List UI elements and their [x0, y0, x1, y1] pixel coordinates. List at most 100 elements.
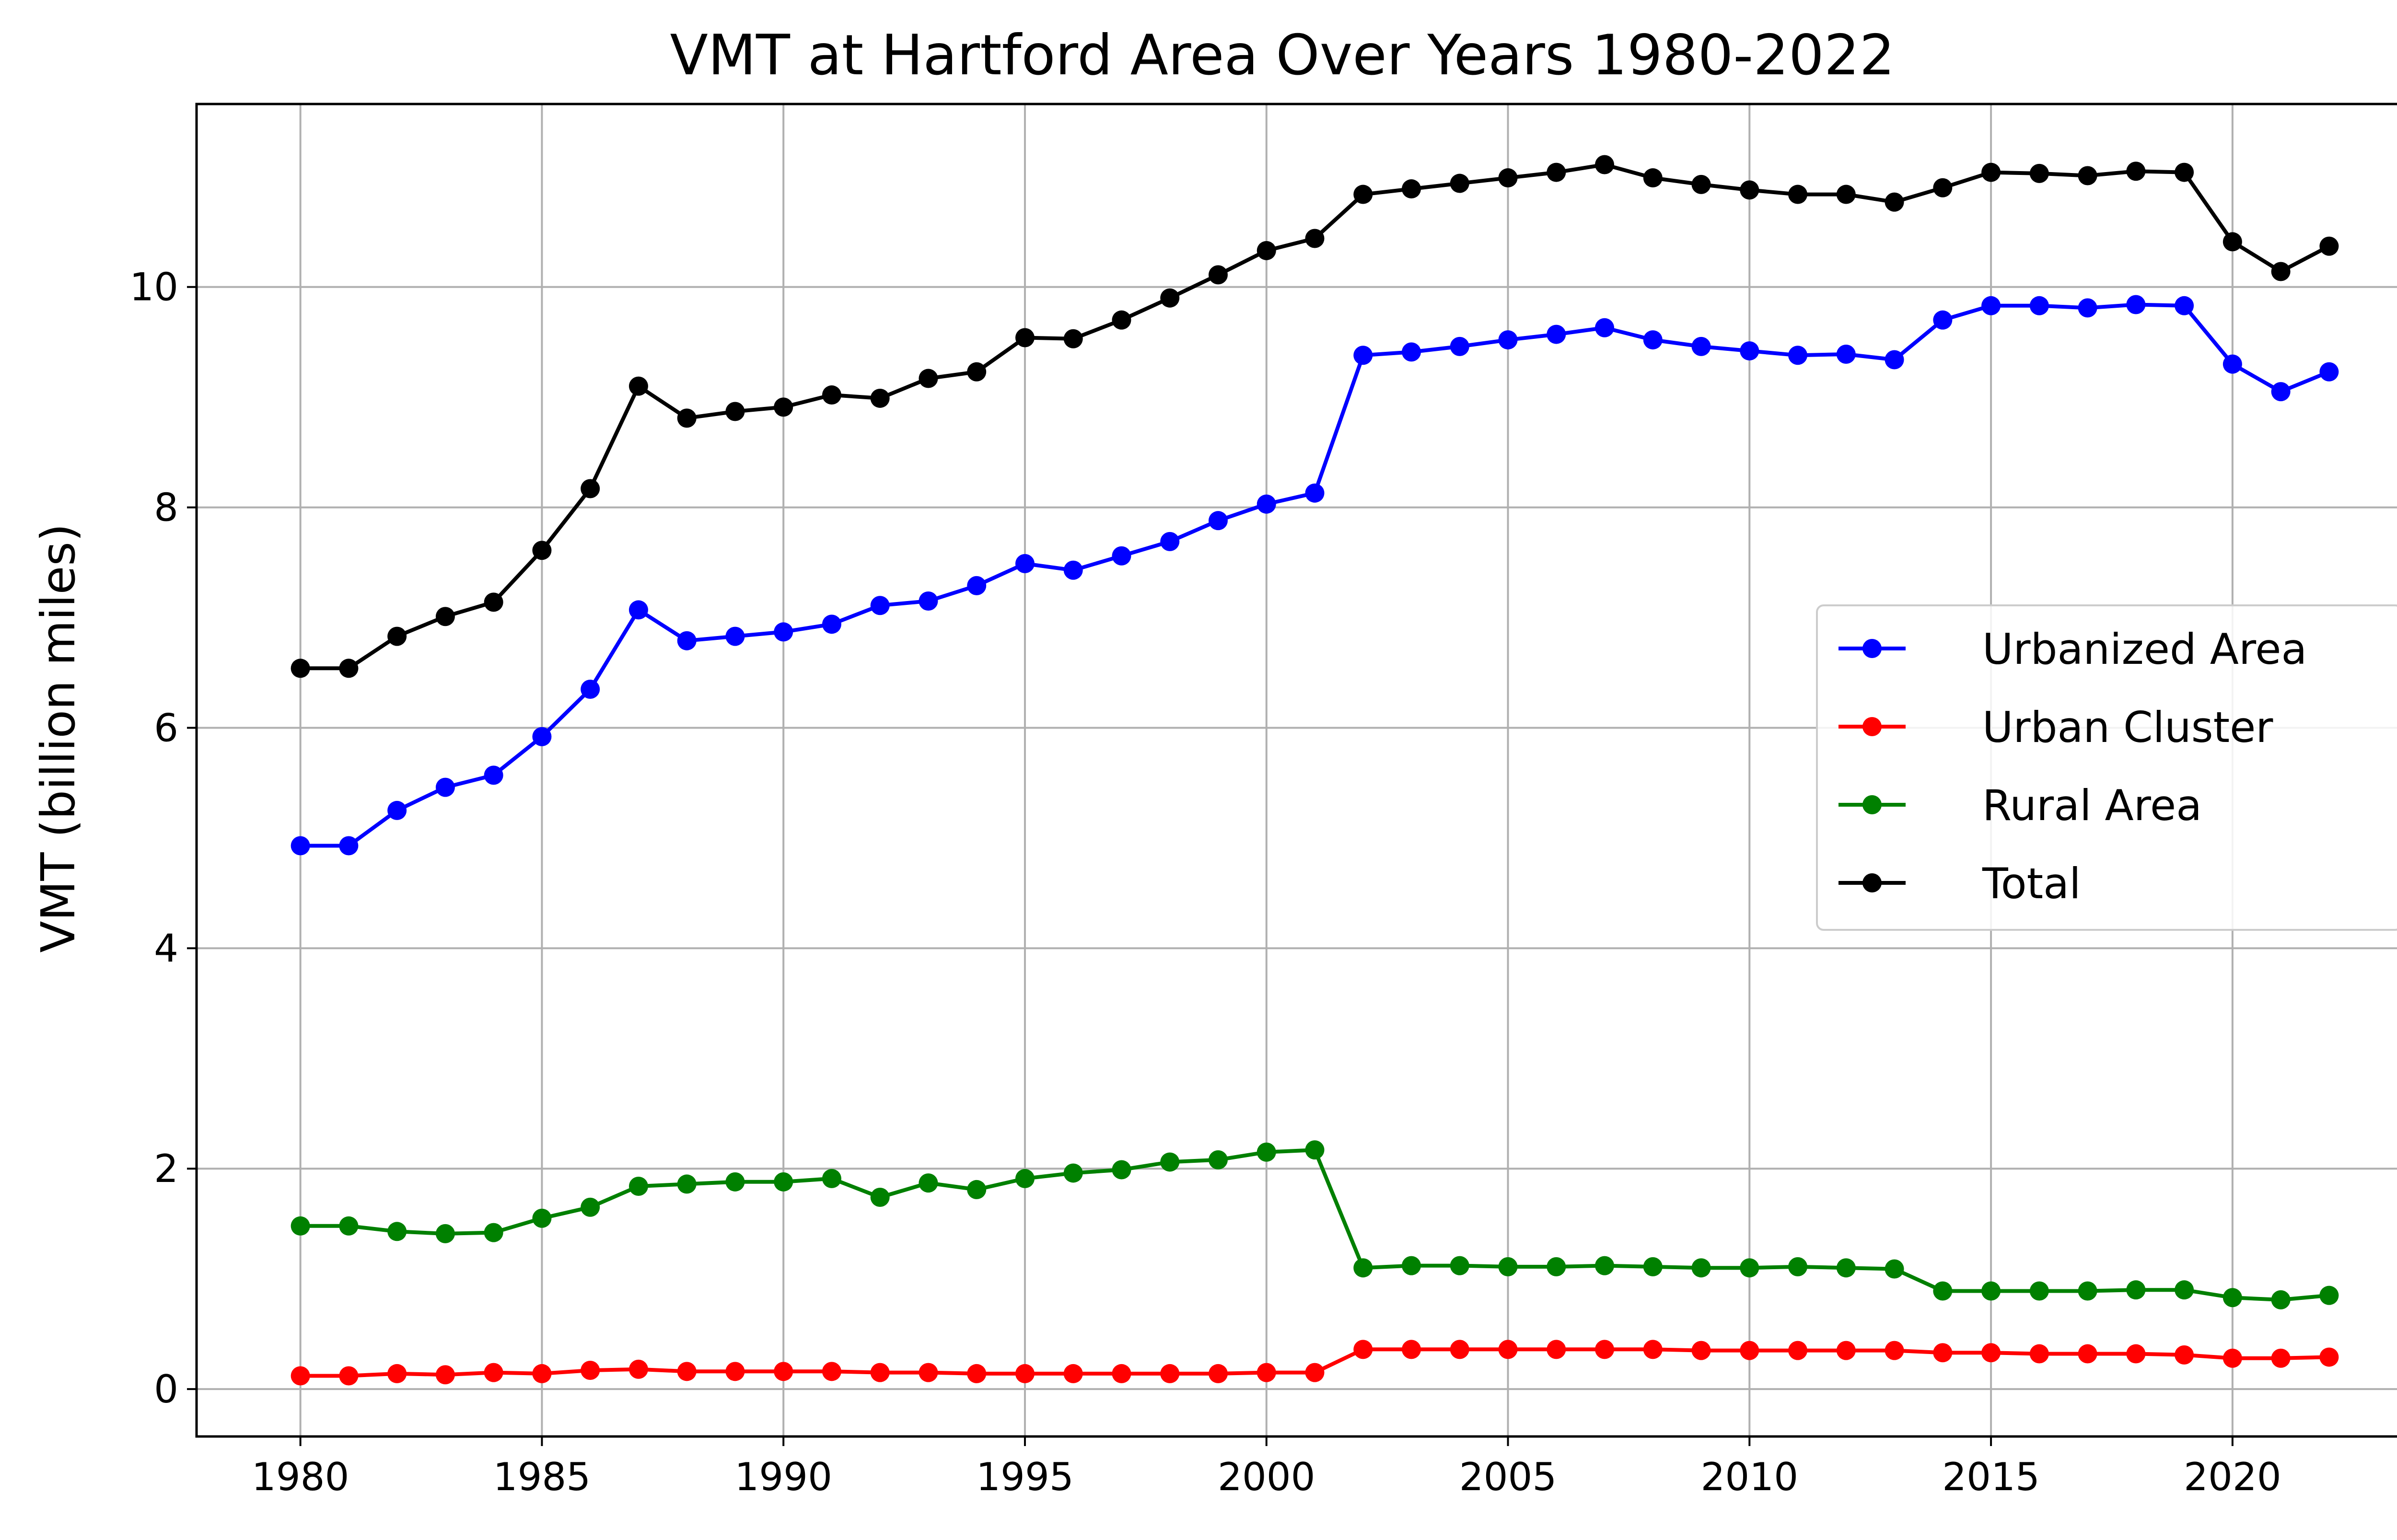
data-point-total	[2029, 163, 2049, 183]
data-point-urban-cluster	[870, 1363, 890, 1382]
data-point-total	[1160, 288, 1180, 308]
x-tick-label: 2010	[1701, 1455, 1799, 1499]
data-point-total	[1595, 155, 1615, 174]
data-point-total	[1788, 185, 1808, 204]
data-point-urbanized-area	[532, 727, 552, 746]
data-point-urban-cluster	[725, 1362, 745, 1381]
data-point-rural-area	[1740, 1258, 1759, 1278]
data-point-rural-area	[628, 1177, 648, 1196]
data-point-urban-cluster	[1740, 1341, 1759, 1360]
legend-box	[1816, 604, 2397, 931]
data-point-rural-area	[822, 1169, 841, 1188]
y-tick-label: 6	[154, 706, 178, 750]
data-point-urban-cluster	[532, 1364, 552, 1383]
data-point-total	[1885, 192, 1904, 212]
data-point-rural-area	[774, 1172, 793, 1192]
data-point-rural-area	[291, 1216, 310, 1236]
data-point-urban-cluster	[2222, 1348, 2242, 1368]
data-point-total	[1257, 241, 1276, 260]
y-axis-ticks: 0 2 4 6 8 10	[129, 265, 197, 1412]
data-point-rural-area	[1547, 1257, 1566, 1276]
data-point-urbanized-area	[919, 591, 938, 611]
data-point-urbanized-area	[967, 576, 987, 595]
data-point-urban-cluster	[1402, 1340, 1421, 1359]
data-point-urban-cluster	[1353, 1340, 1373, 1359]
data-point-urbanized-area	[1643, 330, 1663, 350]
data-point-rural-area	[1015, 1169, 1035, 1188]
data-point-urbanized-area	[1160, 532, 1180, 551]
data-point-rural-area	[1933, 1281, 1953, 1301]
data-point-urbanized-area	[2078, 298, 2097, 318]
data-point-urban-cluster	[1981, 1343, 2001, 1363]
data-point-urbanized-area	[870, 596, 890, 615]
chart-title: VMT at Hartford Area Over Years 1980-202…	[670, 23, 1895, 88]
x-tick-label: 1980	[252, 1455, 349, 1499]
data-point-urbanized-area	[1981, 296, 2001, 315]
data-point-total	[291, 659, 310, 678]
data-point-urbanized-area	[1740, 341, 1759, 361]
data-point-total	[1691, 174, 1711, 194]
data-point-total	[677, 408, 697, 428]
series-total	[291, 155, 2339, 678]
data-point-urban-cluster	[1547, 1340, 1566, 1359]
data-point-total	[1208, 265, 1228, 285]
data-point-rural-area	[1208, 1150, 1228, 1169]
data-point-rural-area	[2271, 1290, 2291, 1309]
gridlines	[197, 104, 2397, 1436]
data-point-urbanized-area	[484, 765, 503, 785]
data-point-rural-area	[2029, 1281, 2049, 1301]
series-urbanized-area	[291, 295, 2339, 856]
data-point-rural-area	[532, 1208, 552, 1228]
y-tick-label: 2	[154, 1146, 178, 1191]
data-point-urban-cluster	[1498, 1340, 1518, 1359]
legend: Urbanized Area Urban Cluster Rural Area Tot…	[1816, 604, 2397, 931]
data-point-total	[2175, 162, 2194, 182]
data-point-rural-area	[1788, 1257, 1808, 1276]
y-axis-label: VMT (billion miles)	[31, 523, 85, 952]
data-point-urbanized-area	[2271, 382, 2291, 402]
data-point-total	[2126, 162, 2146, 181]
plot-area-frame	[195, 103, 2397, 1438]
legend-label-urbanized-area: Urbanized Area	[1982, 625, 2307, 674]
data-point-urban-cluster	[1788, 1341, 1808, 1360]
data-point-rural-area	[1885, 1259, 1904, 1279]
data-point-rural-area	[1595, 1256, 1615, 1275]
data-point-urbanized-area	[1691, 336, 1711, 356]
data-point-total	[1353, 185, 1373, 204]
data-point-rural-area	[2175, 1280, 2194, 1300]
data-point-rural-area	[1498, 1257, 1518, 1276]
data-point-urbanized-area	[1305, 483, 1325, 503]
data-point-rural-area	[1112, 1160, 1131, 1180]
data-point-urban-cluster	[967, 1364, 987, 1383]
data-point-urban-cluster	[1208, 1364, 1228, 1383]
data-point-urbanized-area	[2222, 354, 2242, 374]
legend-marker-total	[1862, 873, 1882, 892]
data-point-urban-cluster	[2271, 1348, 2291, 1368]
data-point-urbanized-area	[1933, 310, 1953, 330]
data-point-urbanized-area	[2126, 295, 2146, 314]
data-point-urbanized-area	[725, 626, 745, 646]
data-point-total	[1063, 329, 1083, 348]
data-point-rural-area	[484, 1223, 503, 1242]
data-point-rural-area	[1305, 1140, 1325, 1160]
data-point-rural-area	[967, 1180, 987, 1199]
x-tick-label: 2005	[1459, 1455, 1557, 1499]
data-point-urban-cluster	[1257, 1363, 1276, 1382]
data-point-rural-area	[339, 1216, 359, 1236]
data-point-rural-area	[435, 1224, 455, 1243]
x-tick-label: 1985	[493, 1455, 591, 1499]
data-point-total	[1981, 162, 2001, 182]
data-point-rural-area	[1836, 1258, 1856, 1278]
data-point-urban-cluster	[774, 1362, 793, 1381]
y-tick-label: 4	[154, 926, 178, 971]
data-point-urban-cluster	[1063, 1364, 1083, 1383]
data-point-total	[1112, 310, 1131, 330]
x-tick-label: 2015	[1942, 1455, 2040, 1499]
data-point-urban-cluster	[1160, 1364, 1180, 1383]
data-point-rural-area	[919, 1173, 938, 1193]
data-point-rural-area	[1981, 1281, 2001, 1301]
data-point-urban-cluster	[581, 1361, 600, 1380]
data-point-urban-cluster	[2126, 1344, 2146, 1364]
data-point-urbanized-area	[1402, 342, 1421, 362]
data-point-total	[2078, 166, 2097, 185]
